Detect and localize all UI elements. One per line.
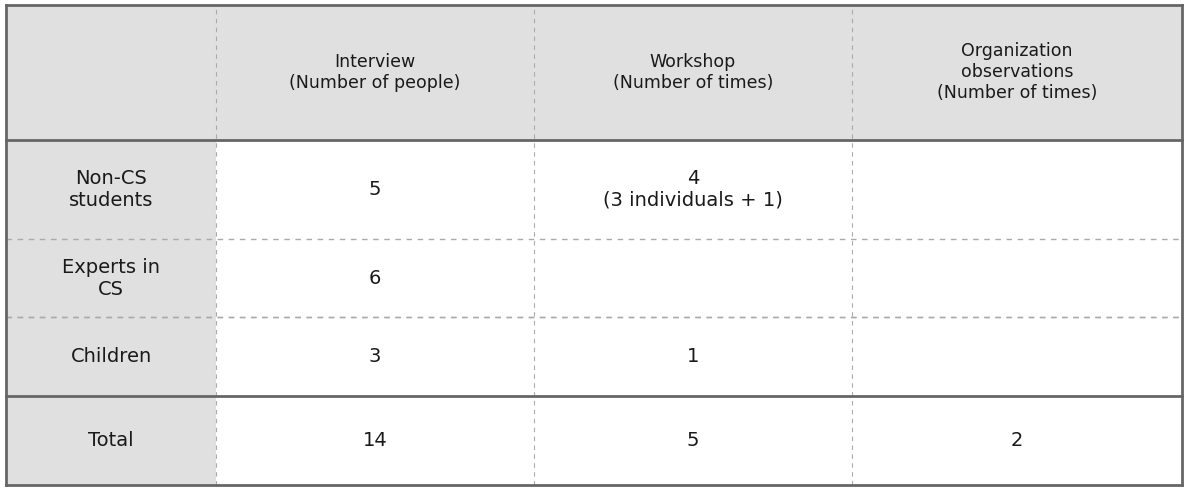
Text: Children: Children	[71, 347, 151, 367]
Text: 2: 2	[1010, 431, 1024, 450]
Bar	[6, 318, 216, 396]
Text: 4
(3 individuals + 1): 4 (3 individuals + 1)	[604, 169, 782, 210]
Bar	[216, 140, 1182, 239]
Bar	[216, 318, 1182, 396]
Bar	[216, 239, 1182, 318]
Text: 14: 14	[362, 431, 388, 450]
Bar	[6, 396, 216, 485]
Bar	[216, 396, 1182, 485]
Text: Workshop
(Number of times): Workshop (Number of times)	[613, 53, 773, 92]
Bar	[6, 140, 216, 239]
Text: Organization
observations
(Number of times): Organization observations (Number of tim…	[937, 43, 1097, 102]
Text: 5: 5	[368, 180, 382, 198]
Text: Total: Total	[88, 431, 134, 450]
Bar	[6, 5, 1182, 140]
Bar	[6, 239, 216, 318]
Text: 3: 3	[368, 347, 382, 367]
Text: 5: 5	[686, 431, 700, 450]
Text: Non-CS
students: Non-CS students	[68, 169, 154, 210]
Text: 1: 1	[686, 347, 700, 367]
Text: Experts in
CS: Experts in CS	[62, 258, 160, 298]
Text: 6: 6	[368, 269, 382, 288]
Text: Interview
(Number of people): Interview (Number of people)	[289, 53, 461, 92]
